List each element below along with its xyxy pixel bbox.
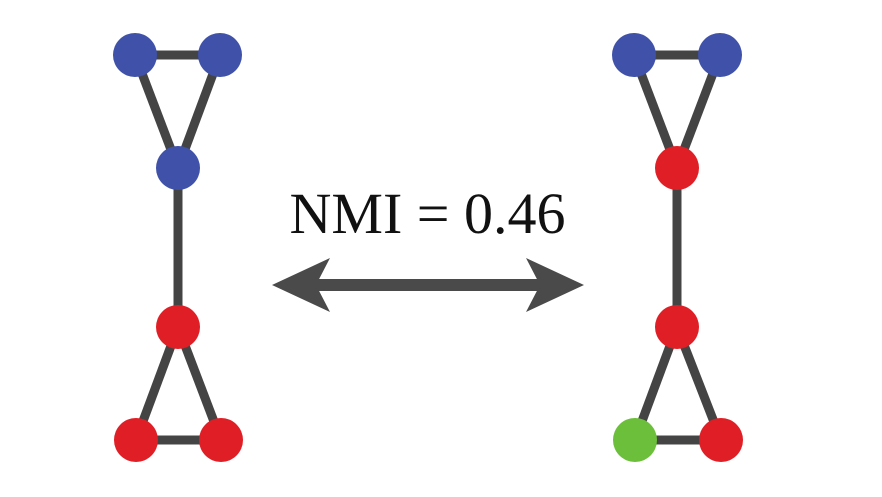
node-b-blue [698,33,742,77]
node-c-blue [156,146,200,190]
arrow-head-left [272,258,330,312]
nmi-label: NMI = 0.46 [289,181,566,246]
node-a-blue [612,33,656,77]
arrow-head-right [526,258,584,312]
left-graph [113,33,243,462]
node-e-red [114,418,158,462]
node-f-red [199,418,243,462]
node-b-blue [198,33,242,77]
node-f-red [699,418,743,462]
right-graph [612,33,743,462]
node-e-green [613,418,657,462]
node-d-red [156,305,200,349]
node-a-blue [113,33,157,77]
node-d-red [655,305,699,349]
double-headed-arrow [272,258,584,312]
node-c-red [655,146,699,190]
